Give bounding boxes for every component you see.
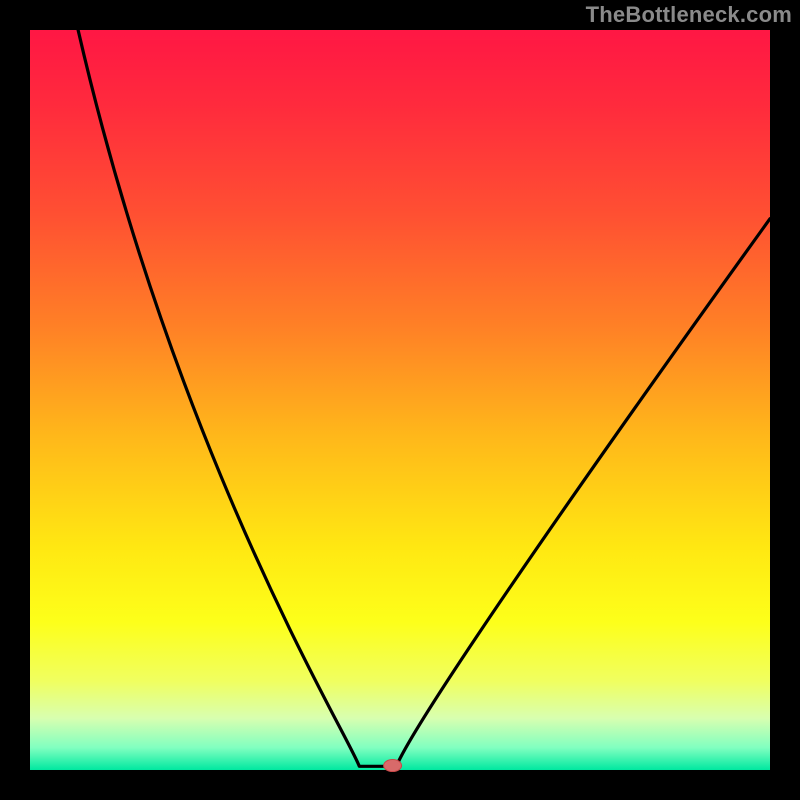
chart-container: TheBottleneck.com (0, 0, 800, 800)
optimal-point-marker (384, 760, 402, 772)
bottleneck-chart (0, 0, 800, 800)
chart-background (30, 30, 770, 770)
watermark-text: TheBottleneck.com (586, 2, 792, 28)
